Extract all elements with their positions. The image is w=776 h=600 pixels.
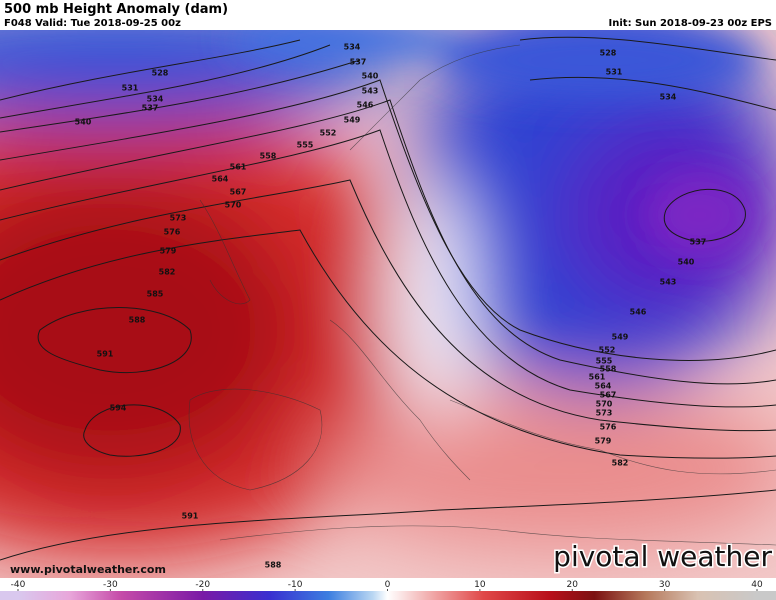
- contour-label: 543: [362, 87, 379, 96]
- contour-label: 582: [612, 459, 629, 468]
- contour-label: 576: [164, 228, 181, 237]
- colorbar: [0, 591, 776, 600]
- colorbar-tick-label: -40: [11, 580, 26, 590]
- contour-label: 558: [600, 365, 617, 374]
- contour-label: 531: [606, 68, 623, 77]
- colorbar-tick-label: 30: [659, 580, 671, 590]
- contour-label: 570: [225, 201, 242, 210]
- colorbar-tick-label: 10: [474, 580, 486, 590]
- contour-label: 570: [596, 400, 613, 409]
- colorbar-tick-label: -10: [288, 580, 303, 590]
- init-time: Init: Sun 2018-09-23 00z EPS: [609, 18, 772, 29]
- map-field: 5285315345375405345375405435465495525555…: [0, 30, 776, 578]
- contour-label: 594: [110, 404, 127, 413]
- logo: pivotal weather: [553, 540, 772, 573]
- contour-label: 588: [265, 561, 282, 570]
- contour-label: 537: [142, 104, 159, 113]
- contour-label: 573: [596, 409, 613, 418]
- contour-label: 564: [595, 382, 612, 391]
- contour-label: 558: [260, 152, 277, 161]
- contour-label: 543: [660, 278, 677, 287]
- contour-label: 555: [596, 357, 613, 366]
- contour-label: 564: [212, 175, 229, 184]
- contour-label: 591: [97, 350, 114, 359]
- contour-label: 567: [230, 188, 247, 197]
- contour-label: 561: [230, 163, 247, 172]
- contour-label: 546: [357, 101, 374, 110]
- colorbar-tick-label: 40: [751, 580, 763, 590]
- contour-label: 546: [630, 308, 647, 317]
- contour-label: 555: [297, 141, 314, 150]
- contour-label: 534: [344, 43, 361, 52]
- contour-label: 528: [600, 49, 617, 58]
- colorbar-tick-label: -30: [103, 580, 118, 590]
- contour-label: 540: [678, 258, 695, 267]
- contour-label: 561: [589, 373, 606, 382]
- contour-label: 552: [599, 346, 616, 355]
- colorbar-tick-label: -20: [195, 580, 210, 590]
- contour-label: 582: [159, 268, 176, 277]
- contour-label: 528: [152, 69, 169, 78]
- contour-label: 588: [129, 316, 146, 325]
- contour-label: 585: [147, 290, 164, 299]
- contour-label: 549: [612, 333, 629, 342]
- contour-label: 537: [350, 58, 367, 67]
- colorbar-tick-label: 20: [567, 580, 579, 590]
- header-bar: [0, 0, 776, 30]
- contour-label: 534: [147, 95, 164, 104]
- contour-label: 537: [690, 238, 707, 247]
- contour-label: 534: [660, 93, 677, 102]
- contour-label: 549: [344, 116, 361, 125]
- colorbar-tick-label: 0: [385, 580, 391, 590]
- contour-label: 576: [600, 423, 617, 432]
- contour-label: 552: [320, 129, 337, 138]
- contour-label: 591: [182, 512, 199, 521]
- map-title: 500 mb Height Anomaly (dam): [4, 2, 228, 17]
- contour-label: 540: [362, 72, 379, 81]
- contour-label: 573: [170, 214, 187, 223]
- valid-time: F048 Valid: Tue 2018-09-25 00z: [4, 18, 181, 29]
- coastlines: [188, 44, 776, 546]
- contour-label: 567: [600, 391, 617, 400]
- contour-label: 579: [160, 247, 177, 256]
- website: www.pivotalweather.com: [10, 563, 166, 576]
- contour-lines: [0, 36, 776, 561]
- contour-label: 579: [595, 437, 612, 446]
- contour-label: 540: [75, 118, 92, 127]
- contour-label: 531: [122, 84, 139, 93]
